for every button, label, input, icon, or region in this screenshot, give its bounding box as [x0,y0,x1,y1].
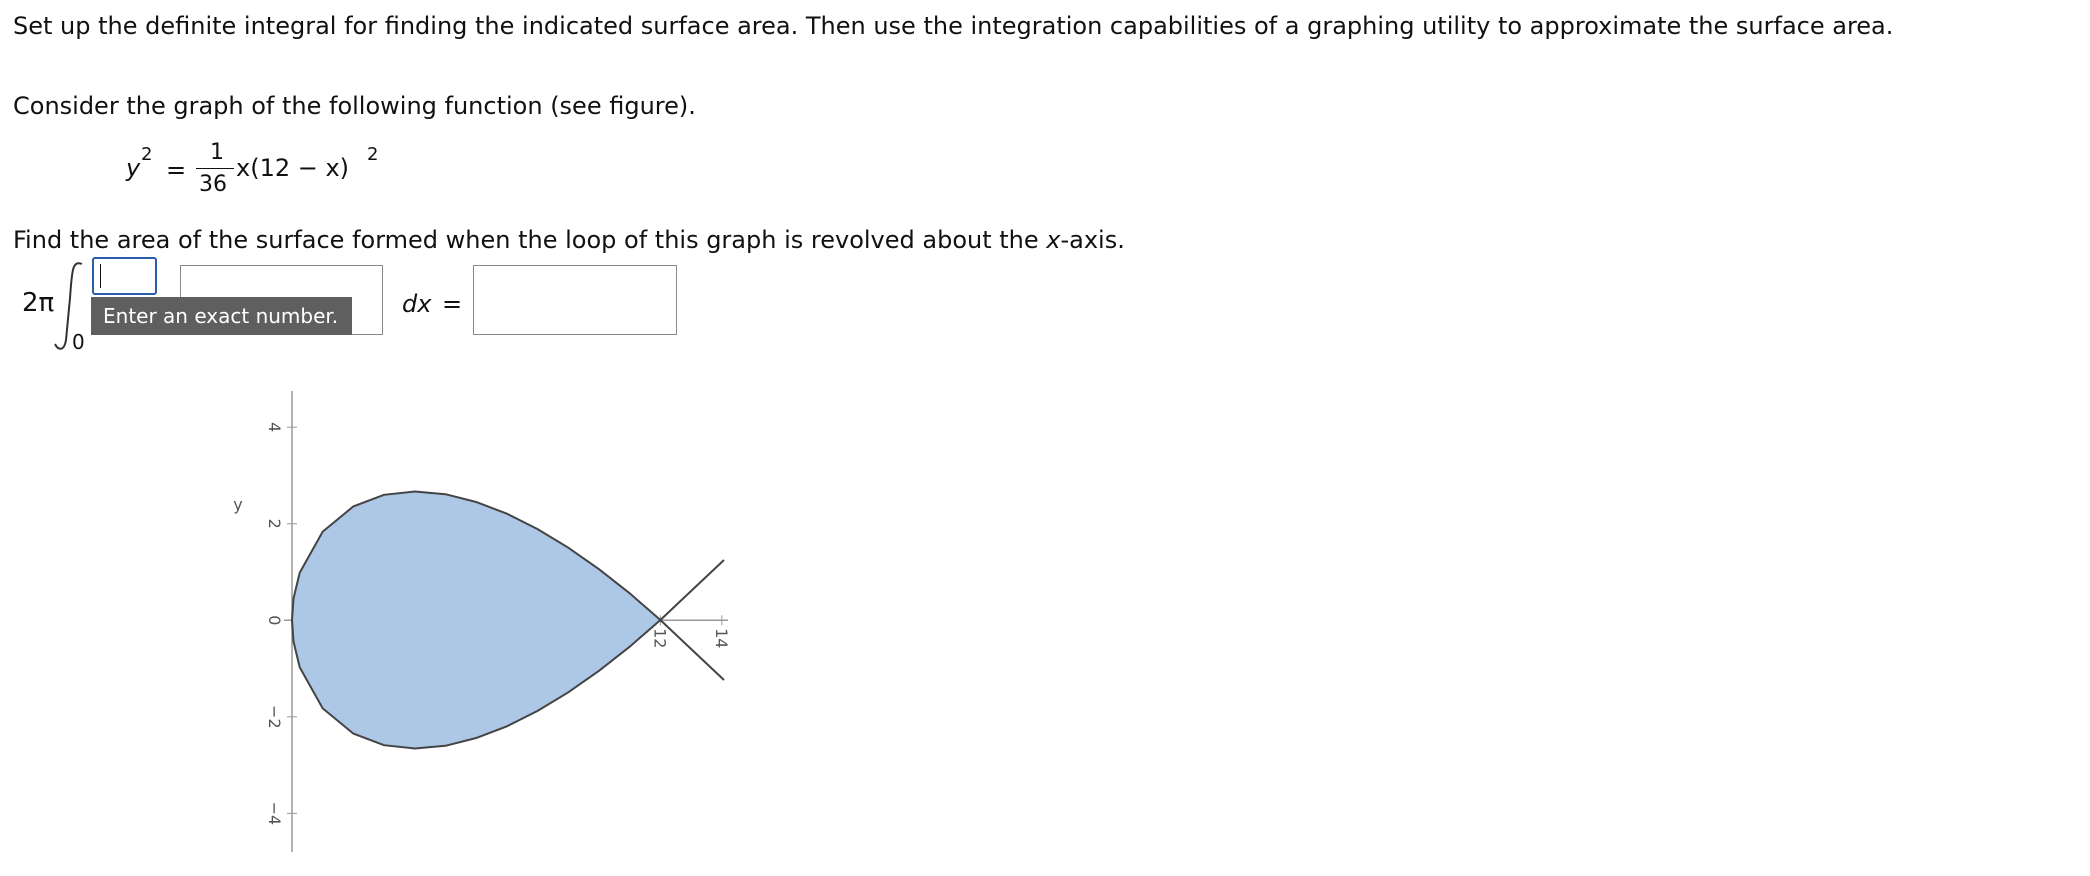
prompt: Set up the definite integral for finding… [13,12,1894,40]
question-text: -axis. [1060,226,1125,254]
fraction-bar [196,168,234,169]
x-tick-label: 14 [712,628,731,648]
answer-equals: = [442,290,463,318]
eq-rhs: x(12 − x) [236,154,350,182]
intro: Consider the graph of the following func… [13,92,696,120]
eq-denominator: 36 [199,172,227,197]
eq-lhs: y [126,154,141,182]
eq-rhs-power: 2 [367,144,379,165]
question: Find the area of the surface formed when… [13,226,1125,254]
upper-limit-input[interactable] [92,257,157,295]
y-tick-label: 4 [265,422,284,432]
curve-tail [659,559,725,681]
y-tick-label: 2 [265,519,284,529]
figure: yx420−2−41412108642 [233,391,731,852]
eq-numerator: 1 [210,140,224,165]
cursor [100,264,101,288]
lower-limit: 0 [72,330,85,354]
integral-sign [54,262,83,350]
question-text: Find the area of the surface formed when… [13,226,1047,254]
x-tick-label: 12 [650,628,669,648]
eq-equals: = [166,156,187,184]
y-tick-label: 0 [265,615,284,625]
y-axis-label: y [233,495,242,514]
eq-lhs-power: 2 [141,144,153,165]
question-variable: x [1046,226,1061,254]
loop-region [290,490,662,750]
answer-input[interactable] [473,265,677,335]
y-tick-label: −2 [265,705,284,729]
differential: dx [402,290,432,318]
y-tick-label: −4 [265,802,284,826]
coefficient: 2π [22,288,55,318]
tooltip: Enter an exact number. [91,297,352,335]
